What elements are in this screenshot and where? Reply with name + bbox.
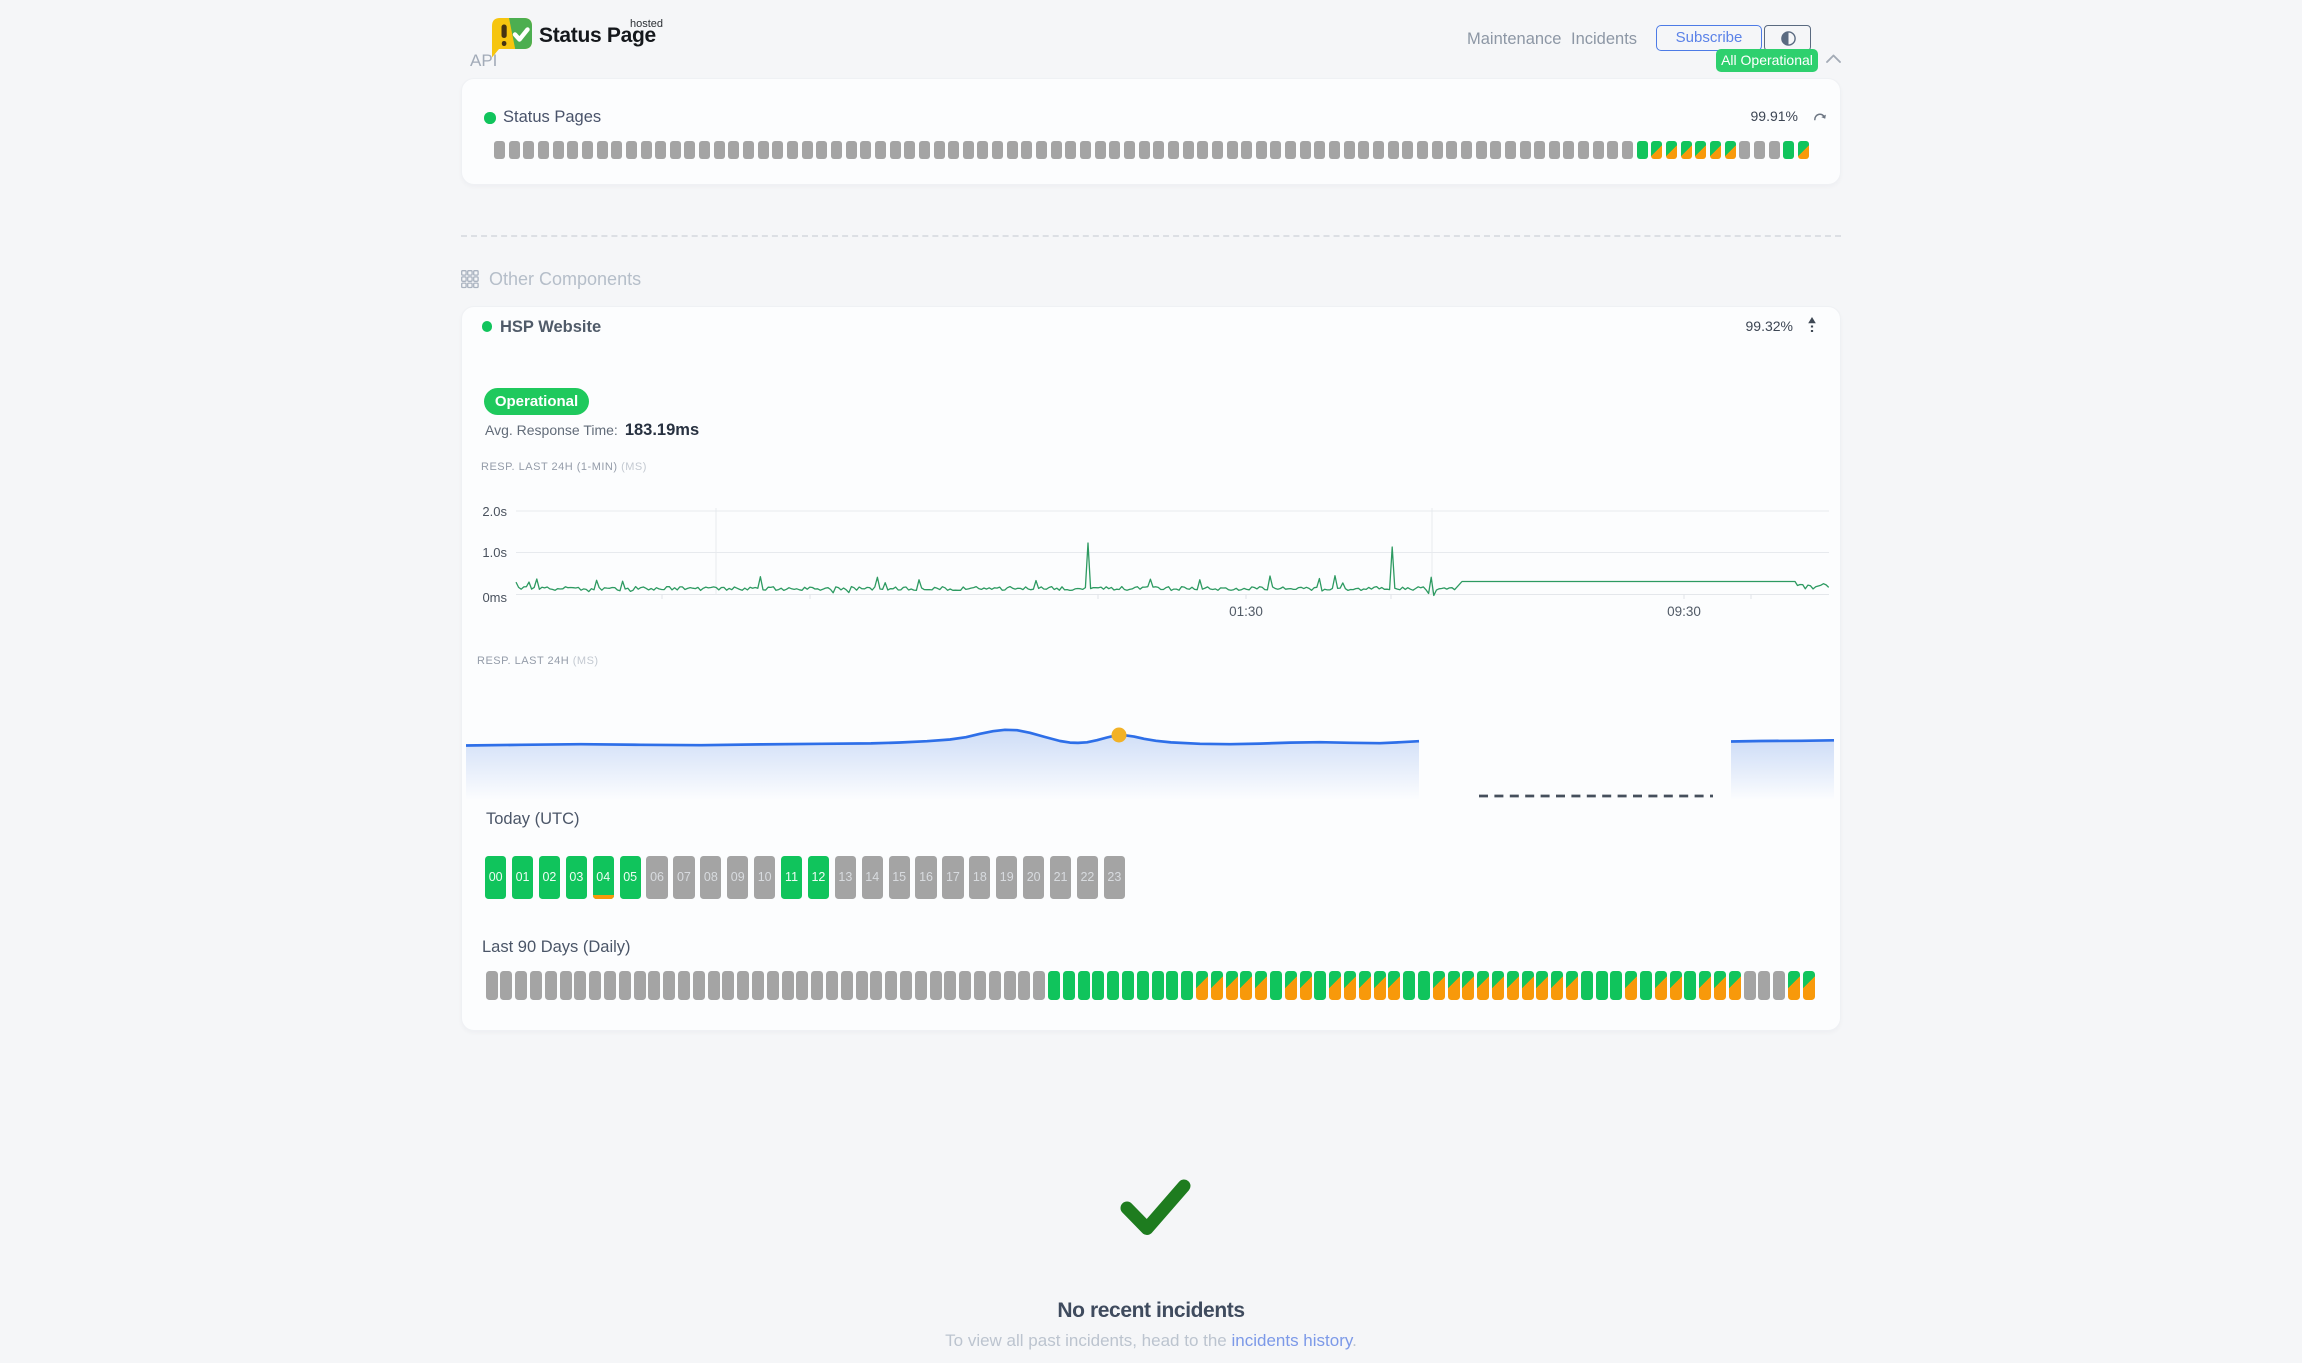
svg-text:0ms: 0ms [482, 590, 507, 605]
svg-text:01:30: 01:30 [1229, 604, 1263, 619]
svg-text:1.0s: 1.0s [482, 545, 507, 560]
svg-text:2.0s: 2.0s [482, 504, 507, 519]
svg-text:09:30: 09:30 [1667, 604, 1701, 619]
